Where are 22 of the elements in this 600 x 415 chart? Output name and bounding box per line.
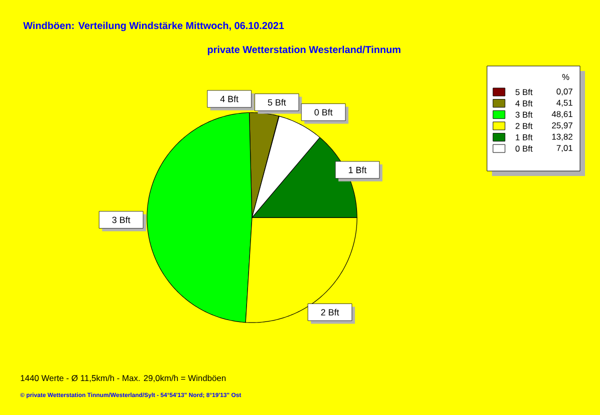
data-label: 13,82 <box>552 134 572 141</box>
slice-label: 3 Bft <box>112 216 130 224</box>
legend-label: 5 Bft <box>516 88 533 96</box>
data-label: 48,61 <box>552 111 572 118</box>
slice-label: 1 Bft <box>348 166 367 174</box>
data-label: 4,51 <box>556 100 572 107</box>
legend-title: % <box>562 74 570 80</box>
legend-label: 1 Bft <box>516 134 533 140</box>
slice-label: 2 Bft <box>321 308 340 316</box>
legend-label: 2 Bft <box>516 122 533 129</box>
text: 1440 Werte - Ø 11,5km/h - Max. 29,0km/h = Windböen <box>20 374 226 382</box>
legend-label: 3 Bft <box>516 111 533 118</box>
chart-subtitle: private Wetterstation Westerland/Tinnum <box>208 46 400 56</box>
data-label: 25,97 <box>552 122 572 130</box>
data-label: 0,07 <box>556 88 572 96</box>
slice-label: 0 Bft <box>314 108 333 116</box>
slice-label: 5 Bft <box>268 99 286 106</box>
legend-label: 4 Bft <box>515 100 533 106</box>
chart-title: Windböen: Verteilung Windstärke Mittwoch, 06.10.2021 <box>23 22 284 32</box>
category-label: 4 Bft <box>220 96 238 102</box>
legend-label: 0 Bft <box>516 145 533 152</box>
data-label: 7,01 <box>556 145 572 152</box>
